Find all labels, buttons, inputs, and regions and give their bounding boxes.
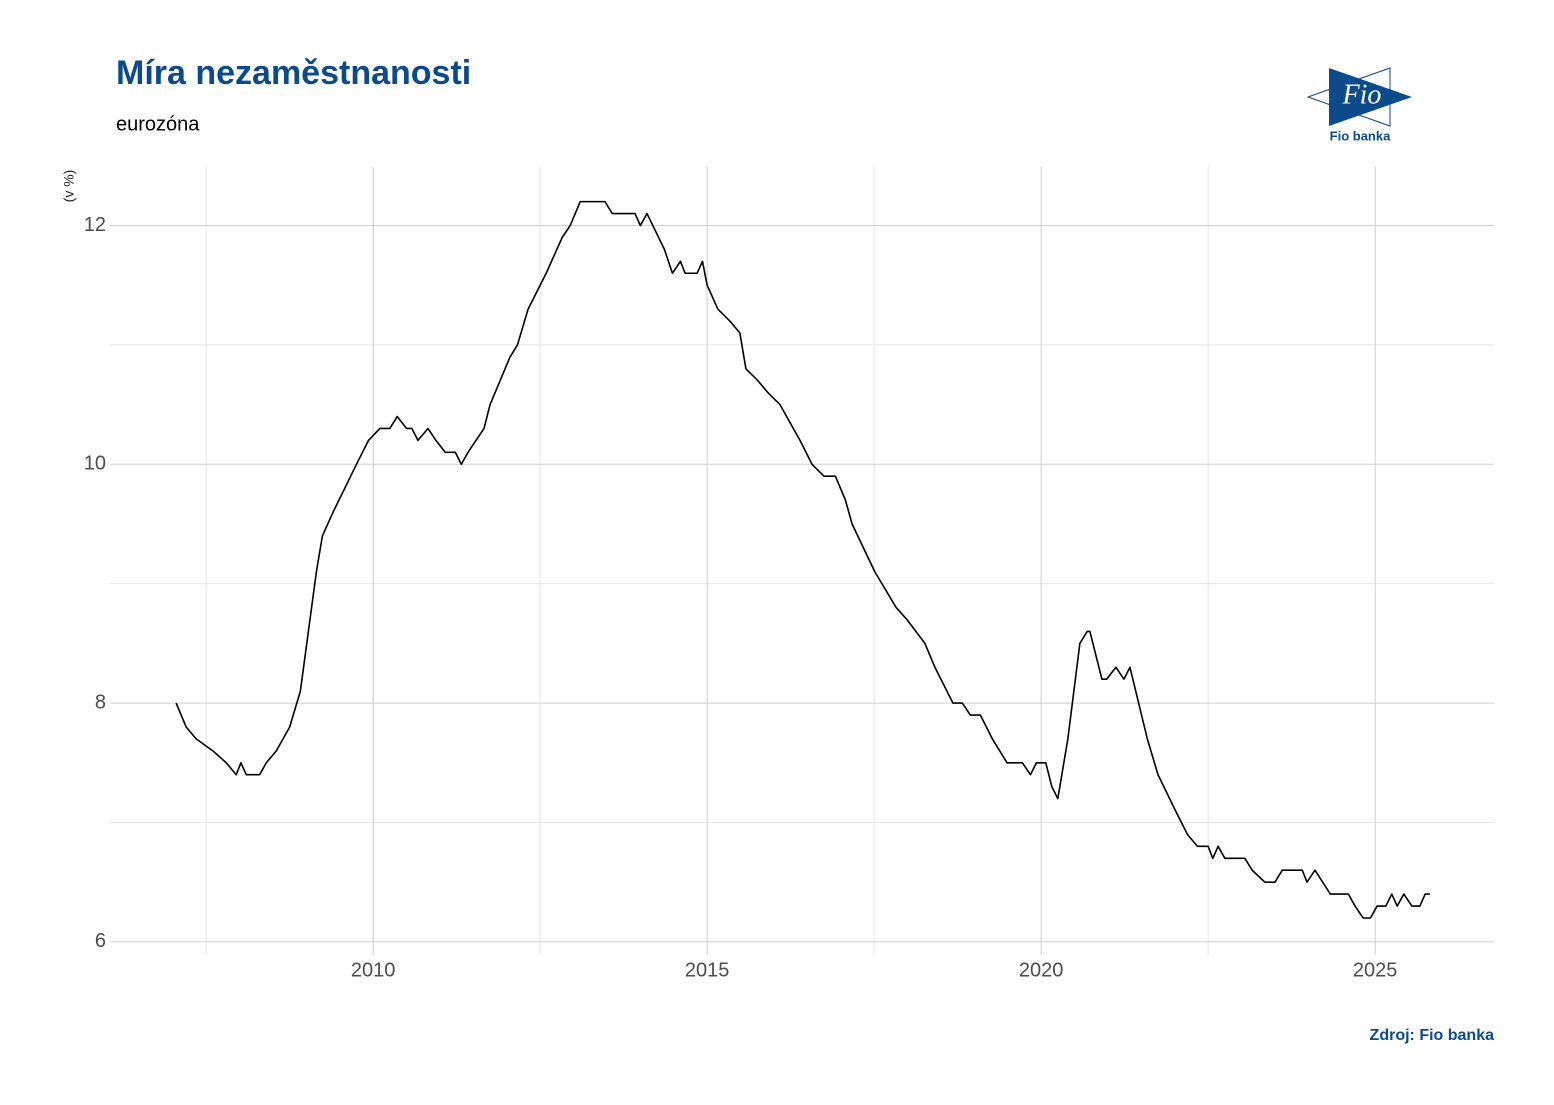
x-tick-label: 2010 — [351, 959, 396, 981]
data-line — [175, 200, 1430, 919]
logo: Fio Fio banka — [1306, 67, 1412, 143]
y-tick-label: 6 — [95, 930, 106, 952]
y-axis-label: (v %) — [61, 170, 77, 203]
source: Zdroj: Fio banka — [1370, 1027, 1495, 1044]
y-tick-label: 12 — [84, 214, 106, 236]
logo-text: Fio banka — [1330, 128, 1391, 143]
y-tick-label: 10 — [84, 453, 106, 475]
x-tick-label: 2020 — [1019, 959, 1064, 981]
x-tick-label: 2015 — [685, 959, 730, 981]
plot-area: 6 8 10 12 2010 2015 2020 2025 — [84, 167, 1494, 981]
logo-mark: Fio — [1342, 79, 1382, 110]
chart-title: Míra nezaměstnanosti — [116, 54, 471, 92]
y-tick-label: 8 — [95, 691, 106, 713]
chart-subtitle: eurozóna — [116, 113, 200, 135]
x-tick-label: 2025 — [1353, 959, 1398, 981]
